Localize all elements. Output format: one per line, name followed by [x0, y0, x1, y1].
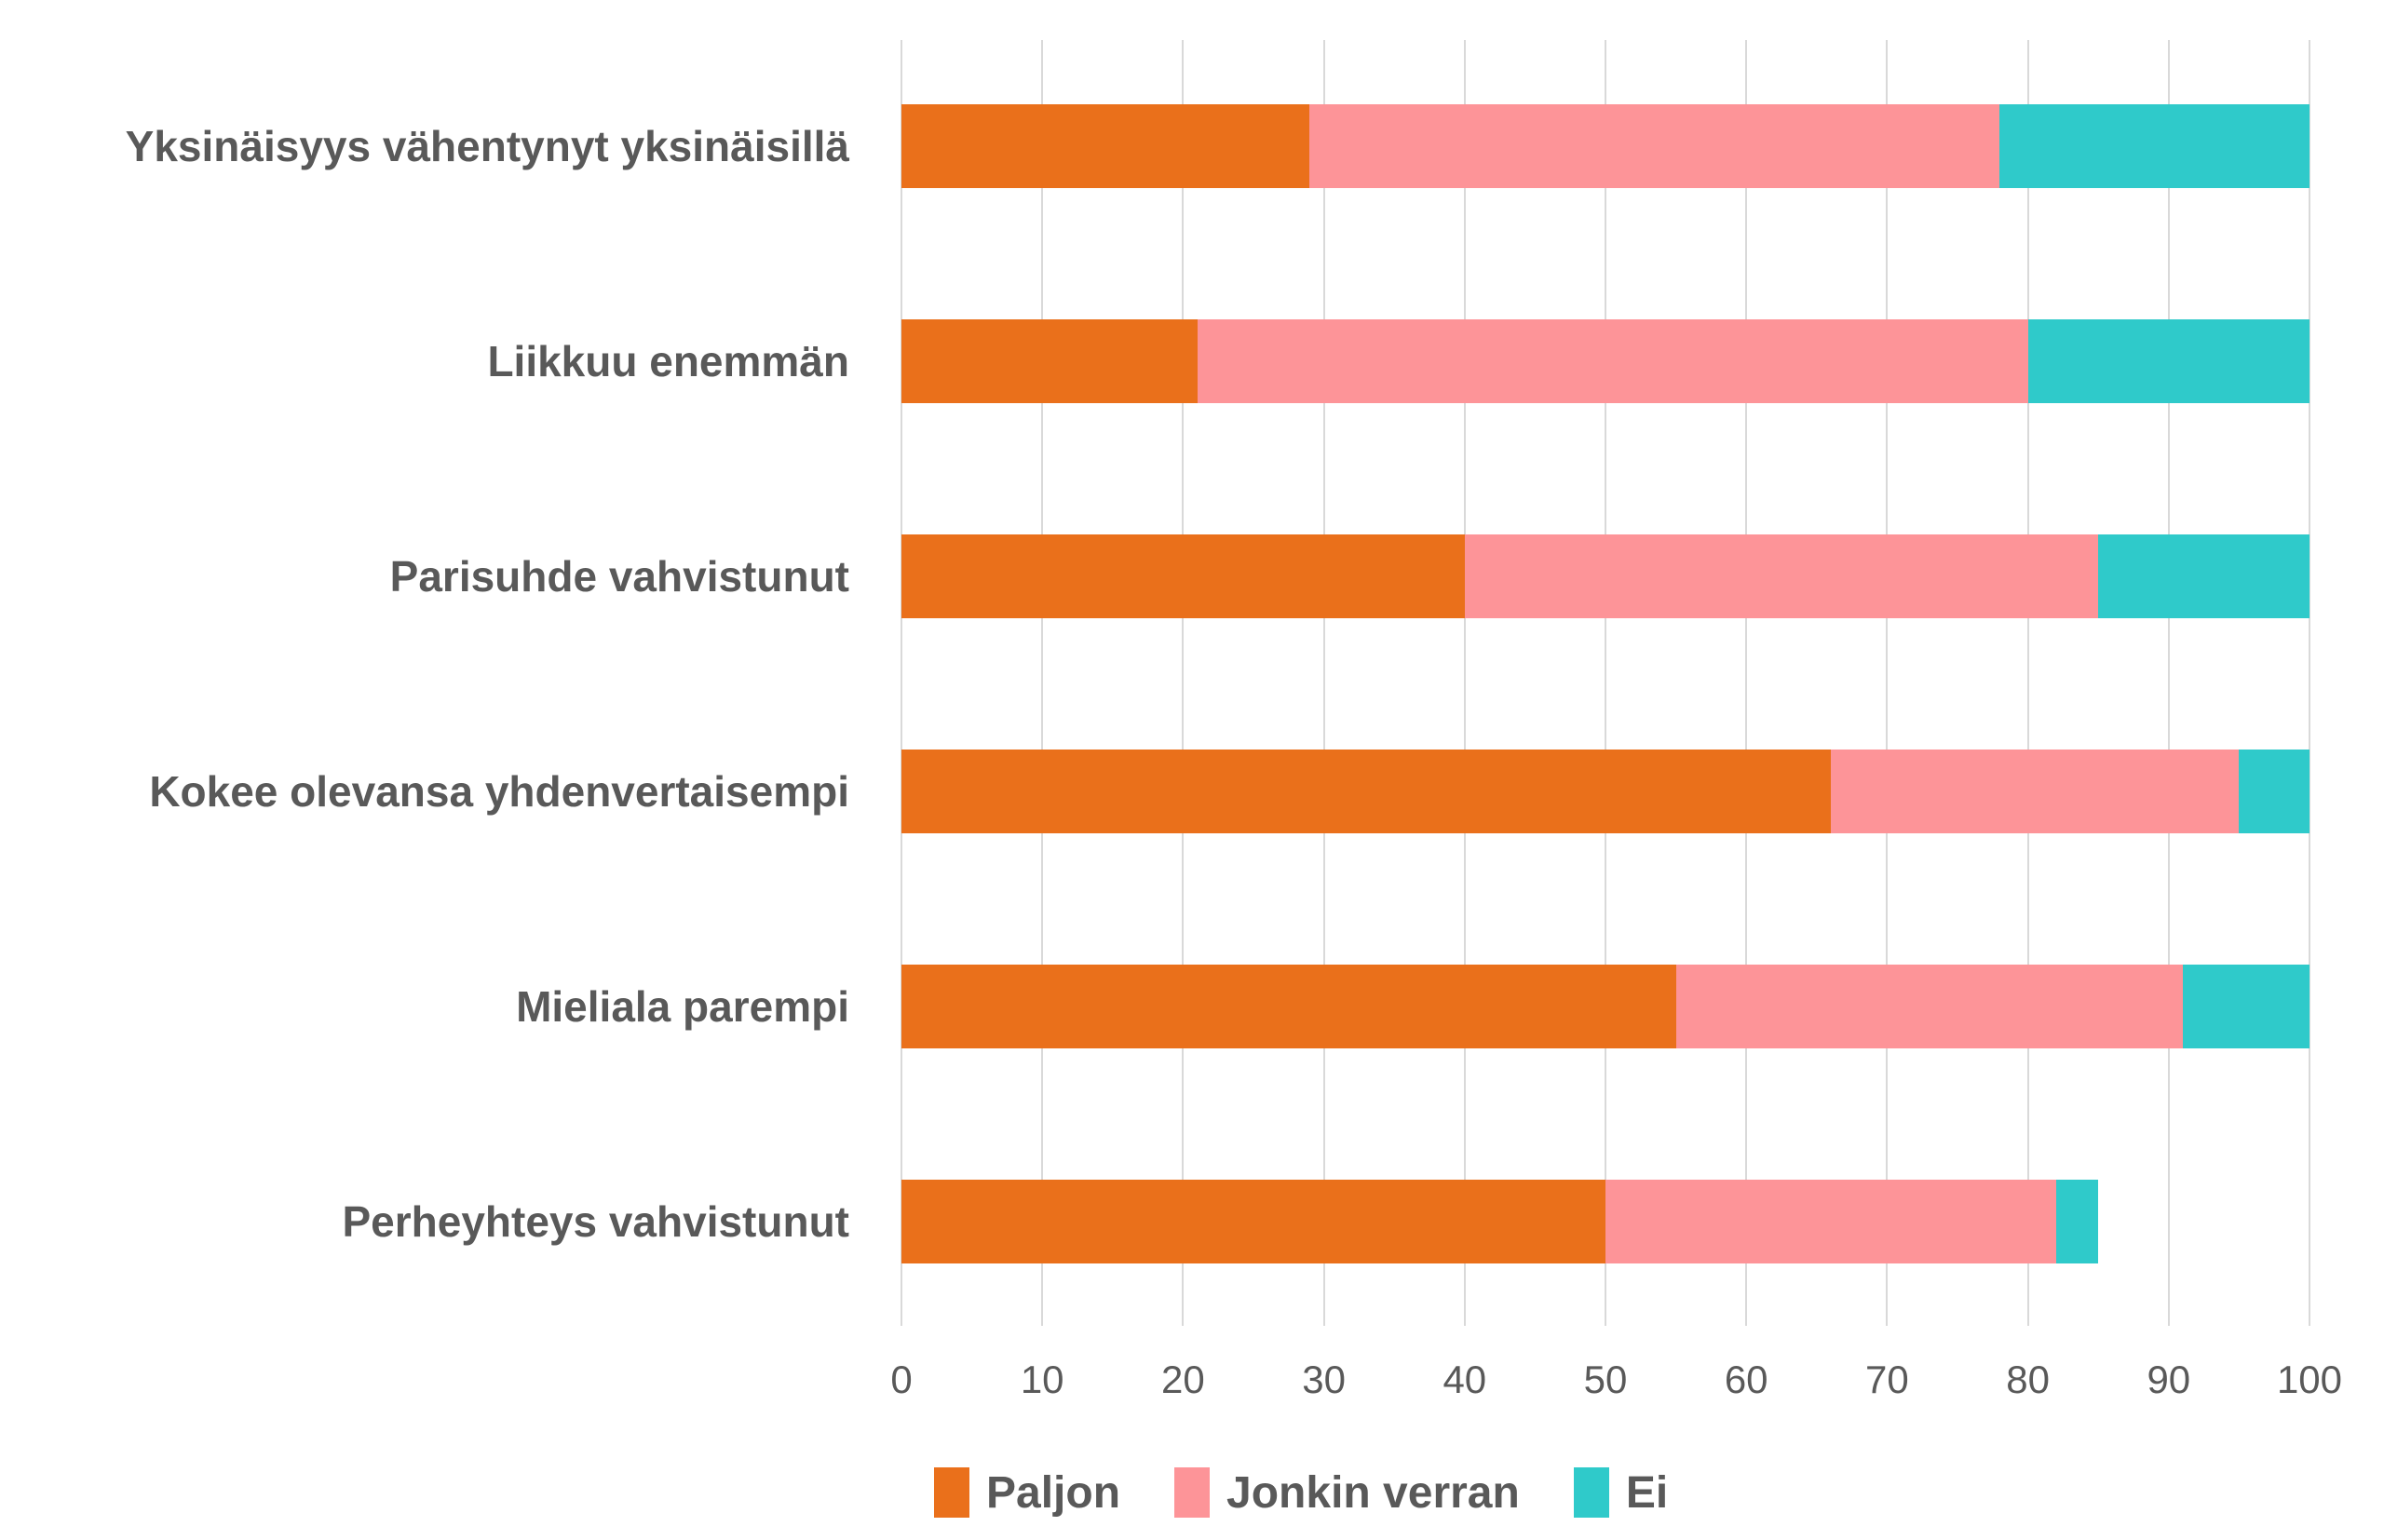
- x-tick-60: 60: [1724, 1358, 1768, 1401]
- bar-row-0: [901, 104, 2310, 188]
- gridline-0: [901, 40, 902, 1326]
- bar-segment-ei: [2098, 534, 2310, 618]
- bar-segment-jonkin-verran: [1675, 965, 2183, 1048]
- bar-segment-ei: [2182, 965, 2310, 1048]
- bar-row-3: [901, 750, 2310, 833]
- bar-row-2: [901, 534, 2310, 618]
- bar-segment-ei: [2027, 319, 2310, 403]
- legend-item-ei: Ei: [1573, 1467, 1669, 1519]
- category-label-1: Liikkuu enemmän: [487, 337, 849, 385]
- category-label-2: Parisuhde vahvistunut: [389, 552, 849, 601]
- bar-segment-paljon: [901, 750, 1831, 833]
- bar-row-4: [901, 965, 2310, 1048]
- bar-segment-jonkin-verran: [1197, 319, 2028, 403]
- bar-row-5: [901, 1180, 2310, 1263]
- bar-segment-paljon: [901, 1180, 1605, 1263]
- gridline-80: [2026, 40, 2029, 1326]
- legend-item-paljon: Paljon: [934, 1467, 1120, 1519]
- gridline-40: [1463, 40, 1466, 1326]
- gridline-50: [1605, 40, 1606, 1326]
- category-label-3: Kokee olevansa yhdenvertaisempi: [149, 767, 849, 816]
- x-tick-30: 30: [1302, 1358, 1346, 1401]
- legend-item-jonkin-verran: Jonkin verran: [1174, 1467, 1520, 1519]
- category-label-5: Perheyhteys vahvistunut: [342, 1197, 849, 1246]
- bar-segment-paljon: [901, 965, 1676, 1048]
- bar-segment-jonkin-verran: [1605, 1180, 2056, 1263]
- legend-label: Paljon: [986, 1467, 1121, 1518]
- bar-segment-ei: [2239, 750, 2310, 833]
- bar-segment-ei: [2055, 1180, 2099, 1263]
- legend: Paljon Jonkin verran Ei: [934, 1462, 1668, 1523]
- x-tick-70: 70: [1865, 1358, 1909, 1401]
- gridline-20: [1182, 40, 1185, 1326]
- x-tick-10: 10: [1020, 1358, 1064, 1401]
- plot-area: [901, 40, 2310, 1326]
- bar-segment-paljon: [901, 319, 1198, 403]
- gridline-100: [2309, 40, 2310, 1326]
- category-label-0: Yksinäisyys vähentynyt yksinäisillä: [125, 122, 849, 170]
- x-tick-80: 80: [2006, 1358, 2050, 1401]
- bar-segment-ei: [1999, 104, 2310, 188]
- gridline-70: [1886, 40, 1889, 1326]
- x-tick-90: 90: [2147, 1358, 2191, 1401]
- legend-swatch-icon: [934, 1467, 969, 1518]
- bar-segment-paljon: [901, 104, 1310, 188]
- category-labels: Yksinäisyys vähentynyt yksinäisillä Liikk…: [0, 40, 849, 1326]
- x-tick-40: 40: [1443, 1358, 1487, 1401]
- legend-label: Ei: [1625, 1467, 1669, 1518]
- x-tick-20: 20: [1161, 1358, 1205, 1401]
- x-tick-0: 0: [890, 1358, 913, 1401]
- gridline-30: [1322, 40, 1325, 1326]
- legend-label: Jonkin verran: [1226, 1467, 1520, 1518]
- bar-segment-jonkin-verran: [1309, 104, 2000, 188]
- bar-segment-paljon: [901, 534, 1465, 618]
- gridline-10: [1041, 40, 1044, 1326]
- bar-row-1: [901, 319, 2310, 403]
- legend-swatch-icon: [1174, 1467, 1211, 1518]
- x-axis: 0 10 20 30 40 50 60 70 80 90 100: [890, 1352, 2342, 1408]
- legend-swatch-icon: [1573, 1467, 1609, 1518]
- gridline-90: [2167, 40, 2170, 1326]
- bar-segment-jonkin-verran: [1464, 534, 2099, 618]
- category-label-4: Mieliala parempi: [516, 982, 849, 1031]
- x-tick-50: 50: [1583, 1358, 1628, 1401]
- bar-segment-jonkin-verran: [1830, 750, 2240, 833]
- x-tick-100: 100: [2276, 1358, 2343, 1401]
- gridline-60: [1745, 40, 1748, 1326]
